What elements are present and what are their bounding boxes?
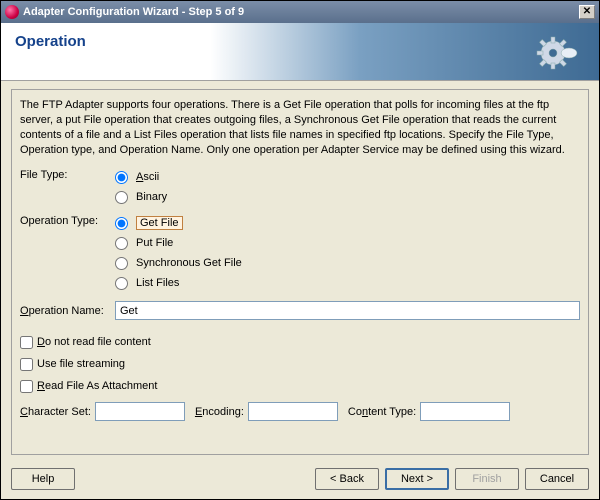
radio-get-file[interactable]: Get File: [115, 213, 580, 233]
checkbox-attachment-label: Read File As Attachment: [37, 380, 157, 392]
main-panel: The FTP Adapter supports four operations…: [11, 89, 589, 455]
radio-binary-label: Binary: [136, 191, 167, 203]
checkbox-attachment[interactable]: Read File As Attachment: [20, 376, 580, 396]
titlebar: Adapter Configuration Wizard - Step 5 of…: [1, 1, 599, 23]
window-title: Adapter Configuration Wizard - Step 5 of…: [23, 6, 579, 18]
app-icon: [5, 5, 19, 19]
checkbox-do-not-read-label: Do not read file content: [37, 336, 151, 348]
gear-icon: [535, 31, 579, 75]
close-button[interactable]: ✕: [579, 5, 595, 19]
content-type-field: Content Type:: [348, 402, 510, 421]
checkbox-attachment-input[interactable]: [20, 380, 33, 393]
file-type-radios: Ascii Binary: [115, 167, 580, 207]
character-set-input[interactable]: [95, 402, 185, 421]
cancel-button[interactable]: Cancel: [525, 468, 589, 490]
radio-list-files-input[interactable]: [115, 277, 128, 290]
next-button[interactable]: Next >: [385, 468, 449, 490]
file-type-row: File Type: Ascii Binary: [20, 167, 580, 207]
radio-sync-get-file-label: Synchronous Get File: [136, 257, 242, 269]
encoding-input[interactable]: [248, 402, 338, 421]
radio-ascii-label: scii: [143, 171, 159, 183]
description-text: The FTP Adapter supports four operations…: [20, 98, 580, 157]
operation-name-input[interactable]: [115, 301, 580, 320]
help-button[interactable]: Help: [11, 468, 75, 490]
content-type-input[interactable]: [420, 402, 510, 421]
checkbox-do-not-read-input[interactable]: [20, 336, 33, 349]
radio-binary-input[interactable]: [115, 191, 128, 204]
radio-put-file[interactable]: Put File: [115, 233, 580, 253]
page-heading: Operation: [15, 33, 585, 50]
content-area: The FTP Adapter supports four operations…: [1, 81, 599, 459]
character-set-field: Character Set:: [20, 402, 185, 421]
wizard-header: Operation: [1, 23, 599, 81]
character-set-label: Character Set:: [20, 406, 91, 418]
radio-ascii[interactable]: Ascii: [115, 167, 580, 187]
back-button[interactable]: < Back: [315, 468, 379, 490]
operation-type-label: Operation Type:: [20, 213, 115, 227]
operation-type-radios: Get File Put File Synchronous Get File L…: [115, 213, 580, 293]
wizard-footer: Help < Back Next > Finish Cancel: [1, 459, 599, 499]
checkbox-streaming-input[interactable]: [20, 358, 33, 371]
radio-list-files[interactable]: List Files: [115, 273, 580, 293]
radio-list-files-label: List Files: [136, 277, 179, 289]
operation-type-row: Operation Type: Get File Put File Synchr…: [20, 213, 580, 293]
checkbox-streaming[interactable]: Use file streaming: [20, 354, 580, 374]
content-type-label: Content Type:: [348, 406, 416, 418]
wizard-window: Adapter Configuration Wizard - Step 5 of…: [0, 0, 600, 500]
checkbox-do-not-read[interactable]: Do not read file content: [20, 332, 580, 352]
radio-ascii-input[interactable]: [115, 171, 128, 184]
finish-button: Finish: [455, 468, 519, 490]
operation-name-row: Operation Name:: [20, 301, 580, 320]
radio-sync-get-file-input[interactable]: [115, 257, 128, 270]
radio-get-file-input[interactable]: [115, 217, 128, 230]
radio-get-file-label: Get File: [136, 216, 183, 230]
radio-put-file-label: Put File: [136, 237, 173, 249]
radio-sync-get-file[interactable]: Synchronous Get File: [115, 253, 580, 273]
checkbox-streaming-label: Use file streaming: [37, 358, 125, 370]
file-type-label: File Type:: [20, 167, 115, 181]
encoding-label: Encoding:: [195, 406, 244, 418]
encoding-field: Encoding:: [195, 402, 338, 421]
radio-put-file-input[interactable]: [115, 237, 128, 250]
encoding-fields-row: Character Set: Encoding: Content Type:: [20, 402, 580, 421]
radio-binary[interactable]: Binary: [115, 187, 580, 207]
operation-name-label: Operation Name:: [20, 305, 115, 317]
